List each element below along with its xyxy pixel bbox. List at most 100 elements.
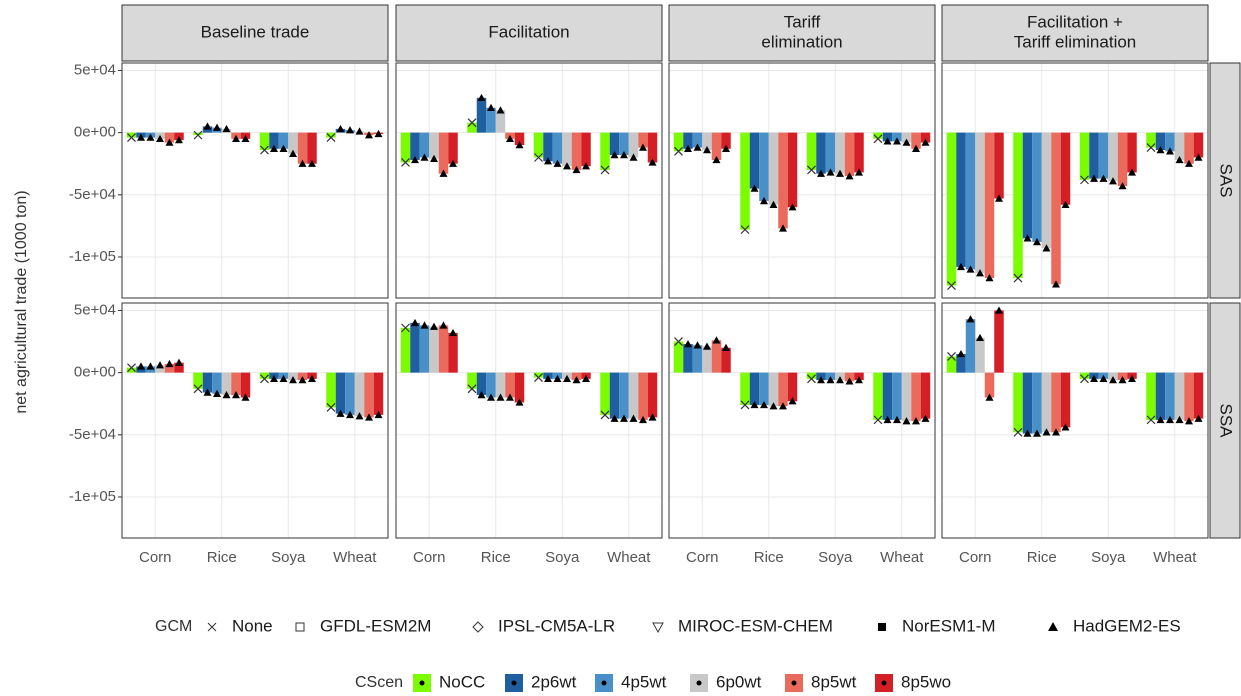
panel-bg: [122, 63, 388, 298]
marker-hadgem: [639, 415, 647, 424]
bar: [514, 372, 525, 403]
marker-hadgem: [912, 144, 920, 152]
y-tick-label: -1e+05: [69, 488, 116, 505]
marker-hadgem: [298, 376, 307, 384]
bar: [1022, 372, 1033, 434]
marker-hadgem: [572, 165, 581, 174]
x-tick-label: Wheat: [333, 549, 377, 566]
marker-hadgem: [496, 106, 505, 114]
marker-hadgem: [855, 376, 863, 384]
bar: [946, 356, 957, 373]
marker-hadgem: [893, 415, 901, 424]
marker-none: [873, 415, 883, 425]
bar: [438, 132, 449, 174]
marker-none: [467, 384, 477, 394]
marker-hadgem: [788, 397, 797, 405]
facet-title: Facilitation: [488, 22, 569, 41]
bar: [552, 132, 563, 164]
marker-hadgem: [1042, 244, 1051, 252]
bar: [920, 132, 931, 143]
y-tick-label: -5e+04: [69, 426, 116, 443]
bar: [486, 372, 496, 398]
bar: [476, 372, 487, 396]
bar: [259, 132, 270, 151]
marker-hadgem: [1099, 374, 1108, 383]
bar: [702, 132, 712, 151]
bar: [429, 132, 439, 159]
bar: [495, 110, 506, 133]
panel-bg: [122, 303, 388, 538]
bar: [946, 132, 957, 286]
panel-border: [668, 62, 936, 299]
bar: [882, 132, 893, 142]
bar: [806, 372, 817, 379]
bar: [126, 132, 137, 138]
x-tick-label: Corn: [959, 549, 992, 566]
marker-hadgem: [374, 129, 383, 138]
bar: [844, 372, 855, 382]
marker-hadgem: [957, 349, 965, 358]
facet-title: elimination: [761, 32, 842, 51]
legend-label: 2p6wt: [531, 672, 577, 691]
bar: [514, 132, 525, 146]
x-tick-label: Soya: [818, 549, 853, 566]
marker-hadgem: [1061, 423, 1070, 431]
facet-title: Tariff elimination: [1014, 32, 1137, 51]
marker-hadgem: [515, 141, 524, 149]
panel-border: [121, 62, 389, 299]
marker-none: [947, 352, 956, 361]
legend-dot: [419, 680, 425, 686]
marker-hadgem: [308, 159, 316, 167]
bar: [505, 372, 515, 398]
x-tick-label: Rice: [481, 549, 511, 566]
marker-hadgem: [995, 306, 1003, 314]
legend-dot: [696, 680, 702, 686]
marker-hadgem: [165, 138, 174, 146]
marker-hadgem: [769, 402, 778, 410]
marker-hadgem: [883, 137, 892, 145]
marker-hadgem: [506, 393, 514, 401]
x-tick-label: Rice: [1027, 549, 1057, 566]
facet-strip: [121, 4, 389, 62]
bar: [721, 132, 731, 149]
marker-hadgem: [912, 417, 920, 425]
marker-hadgem: [712, 336, 721, 344]
bar: [212, 372, 222, 394]
bar: [882, 372, 893, 420]
marker-none: [807, 374, 816, 384]
bar: [476, 97, 487, 133]
marker-hadgem: [902, 138, 911, 146]
bar: [373, 372, 384, 415]
bar: [721, 347, 731, 373]
gcm-legend-symbol: [652, 622, 664, 634]
gcm-legend-label: GFDL-ESM2M: [320, 616, 431, 635]
marker-none: [740, 225, 750, 235]
gcm-legend-symbol: [1048, 622, 1058, 631]
marker-none: [873, 134, 883, 144]
marker-hadgem: [336, 409, 345, 417]
marker-hadgem: [620, 414, 628, 422]
marker-hadgem: [1128, 374, 1136, 383]
marker-none: [674, 337, 683, 346]
marker-hadgem: [165, 359, 174, 368]
x-tick-label: Rice: [207, 549, 237, 566]
facet-title: Baseline trade: [201, 22, 310, 41]
marker-hadgem: [175, 136, 183, 144]
marker-hadgem: [1109, 376, 1117, 384]
marker-none: [1080, 374, 1089, 384]
marker-hadgem: [836, 376, 844, 384]
marker-hadgem: [572, 376, 581, 384]
panel-border: [941, 62, 1209, 299]
bar: [740, 372, 750, 405]
marker-hadgem: [1185, 417, 1193, 425]
marker-hadgem: [893, 137, 901, 145]
bar: [956, 353, 966, 373]
bar: [419, 132, 430, 158]
panel-bg: [396, 63, 662, 298]
bar: [1165, 372, 1175, 420]
bar: [759, 372, 769, 405]
legend-dot: [791, 680, 797, 686]
facet-strip: [941, 4, 1209, 62]
marker-none: [1146, 415, 1156, 425]
